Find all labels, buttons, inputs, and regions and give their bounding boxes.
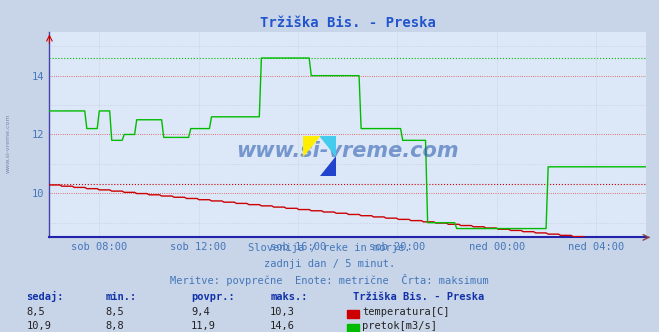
Text: 8,8: 8,8	[105, 321, 124, 331]
Text: pretok[m3/s]: pretok[m3/s]	[362, 321, 438, 331]
Text: 10,3: 10,3	[270, 307, 295, 317]
Text: Tržiška Bis. - Preska: Tržiška Bis. - Preska	[353, 292, 484, 302]
Text: www.si-vreme.com: www.si-vreme.com	[5, 113, 11, 173]
Text: 9,4: 9,4	[191, 307, 210, 317]
Text: min.:: min.:	[105, 292, 136, 302]
Text: sedaj:: sedaj:	[26, 291, 64, 302]
Polygon shape	[303, 136, 320, 156]
Text: Slovenija / reke in morje.: Slovenija / reke in morje.	[248, 243, 411, 253]
Text: Meritve: povprečne  Enote: metrične  Črta: maksimum: Meritve: povprečne Enote: metrične Črta:…	[170, 274, 489, 286]
Text: www.si-vreme.com: www.si-vreme.com	[237, 141, 459, 161]
Title: Tržiška Bis. - Preska: Tržiška Bis. - Preska	[260, 16, 436, 30]
Polygon shape	[320, 156, 336, 176]
Polygon shape	[320, 136, 336, 156]
Text: 11,9: 11,9	[191, 321, 216, 331]
Text: zadnji dan / 5 minut.: zadnji dan / 5 minut.	[264, 259, 395, 269]
Text: 10,9: 10,9	[26, 321, 51, 331]
Text: povpr.:: povpr.:	[191, 292, 235, 302]
Text: 8,5: 8,5	[105, 307, 124, 317]
Text: 14,6: 14,6	[270, 321, 295, 331]
Text: temperatura[C]: temperatura[C]	[362, 307, 450, 317]
Text: maks.:: maks.:	[270, 292, 308, 302]
Text: 8,5: 8,5	[26, 307, 45, 317]
